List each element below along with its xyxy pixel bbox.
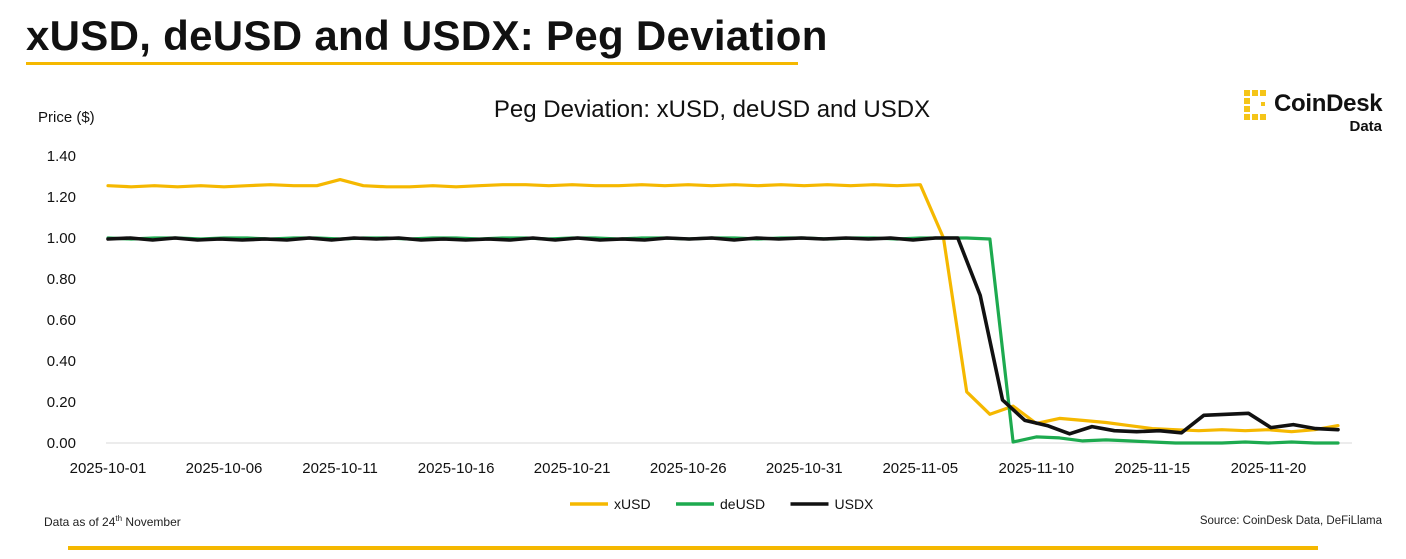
source-note: Source: CoinDesk Data, DeFiLlama bbox=[1199, 515, 1382, 527]
x-tick-label: 2025-10-16 bbox=[418, 460, 495, 477]
data-as-of-note: Data as of 24th November bbox=[44, 514, 181, 529]
x-tick-label: 2025-10-11 bbox=[302, 460, 378, 477]
logo-subtitle: Data bbox=[1349, 118, 1382, 135]
x-tick-label: 2025-10-06 bbox=[186, 460, 263, 477]
page-title: xUSD, deUSD and USDX: Peg Deviation bbox=[26, 12, 828, 59]
x-tick-label: 2025-10-31 bbox=[766, 460, 843, 477]
y-tick-label: 1.20 bbox=[47, 189, 76, 206]
x-tick-label: 2025-10-21 bbox=[534, 460, 611, 477]
y-axis-label: Price ($) bbox=[38, 109, 95, 126]
legend-item-xusd: xUSD bbox=[570, 496, 651, 512]
series-layer bbox=[106, 178, 1340, 445]
bottom-rule bbox=[68, 546, 1318, 550]
x-tick-label: 2025-10-01 bbox=[70, 460, 147, 477]
legend: xUSD deUSD USDX bbox=[570, 496, 874, 512]
legend-item-usdx: USDX bbox=[790, 496, 875, 512]
y-tick-label: 1.40 bbox=[47, 148, 76, 165]
y-tick-label: 0.40 bbox=[47, 353, 76, 370]
y-tick-label: 0.60 bbox=[47, 312, 76, 329]
y-tick-label: 0.80 bbox=[47, 271, 76, 288]
legend-label: USDX bbox=[835, 496, 875, 512]
series-line-deusd bbox=[106, 236, 1340, 445]
x-tick-label: 2025-11-10 bbox=[998, 460, 1074, 477]
legend-item-deusd: deUSD bbox=[676, 496, 765, 512]
y-tick-label: 0.00 bbox=[47, 435, 76, 452]
logo-name: CoinDesk bbox=[1274, 90, 1383, 117]
legend-label: deUSD bbox=[720, 496, 765, 512]
series-line-xusd bbox=[106, 178, 1340, 434]
chart-title: Peg Deviation: xUSD, deUSD and USDX bbox=[494, 96, 930, 123]
y-tick-labels: 0.00 0.20 0.40 0.60 0.80 1.00 1.20 1.40 bbox=[47, 148, 76, 452]
note-suffix: November bbox=[122, 515, 181, 529]
x-tick-label: 2025-11-05 bbox=[882, 460, 958, 477]
x-tick-labels: 2025-10-01 2025-10-06 2025-10-11 2025-10-16… bbox=[70, 460, 1307, 477]
x-tick-label: 2025-11-15 bbox=[1115, 460, 1191, 477]
series-line-usdx bbox=[106, 236, 1340, 436]
coindesk-logo: CoinDesk Data bbox=[1244, 88, 1394, 138]
x-tick-label: 2025-10-26 bbox=[650, 460, 727, 477]
x-tick-label: 2025-11-20 bbox=[1231, 460, 1307, 477]
note-superscript: th bbox=[115, 514, 123, 523]
note-prefix: Data as of 24 bbox=[44, 515, 116, 529]
legend-label: xUSD bbox=[614, 496, 651, 512]
coindesk-mark-icon bbox=[1244, 90, 1266, 120]
y-tick-label: 0.20 bbox=[47, 394, 76, 411]
y-tick-label: 1.00 bbox=[47, 230, 76, 247]
title-underline bbox=[26, 62, 798, 65]
